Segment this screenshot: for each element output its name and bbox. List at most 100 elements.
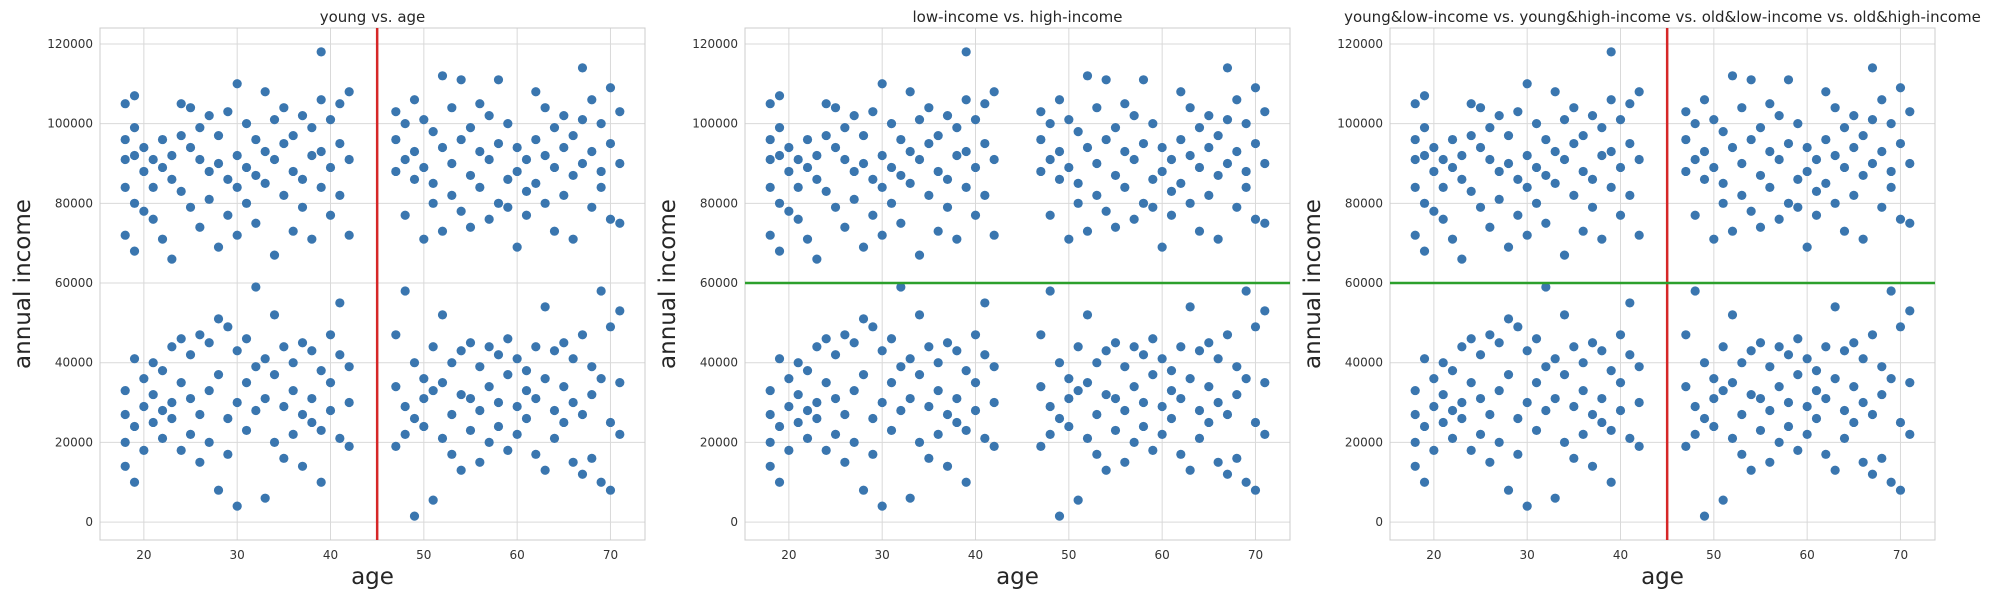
scatter-point	[1746, 346, 1756, 356]
scatter-point	[1867, 115, 1878, 125]
scatter-point	[1681, 441, 1691, 451]
scatter-point	[204, 194, 214, 204]
scatter-point	[1176, 449, 1186, 459]
scatter-point	[886, 119, 897, 129]
scatter-point	[1494, 437, 1504, 447]
scatter-point	[793, 182, 803, 192]
scatter-point	[428, 495, 438, 505]
scatter-point	[549, 346, 560, 356]
scatter-point	[129, 123, 140, 133]
scatter-point	[1606, 95, 1616, 105]
scatter-point	[437, 226, 448, 236]
scatter-point	[419, 421, 429, 432]
scatter-point	[1410, 182, 1420, 192]
scatter-point	[307, 150, 317, 161]
scatter-point	[1550, 393, 1560, 404]
scatter-point	[120, 409, 130, 420]
scatter-point	[961, 182, 971, 192]
scatter-point	[1531, 162, 1542, 173]
scatter-point	[1895, 417, 1906, 428]
scatter-point	[1148, 445, 1158, 455]
scatter-point	[1625, 99, 1635, 109]
scatter-point	[419, 374, 429, 384]
scatter-point	[279, 342, 289, 352]
scatter-point	[1587, 409, 1598, 420]
scatter-point	[605, 83, 616, 93]
scatter-point	[1466, 445, 1476, 455]
scatter-point	[1905, 378, 1915, 388]
scatter-point	[961, 47, 971, 57]
scatter-point	[1709, 374, 1719, 384]
scatter-point	[961, 95, 971, 105]
plot-frame	[99, 27, 646, 541]
scatter-point	[952, 346, 962, 356]
scatter-point	[1419, 246, 1430, 256]
scatter-point	[1494, 111, 1504, 121]
scatter-point	[1447, 162, 1458, 173]
scatter-point	[1578, 130, 1588, 141]
scatter-point	[503, 119, 513, 129]
scatter-point	[484, 214, 494, 224]
scatter-point	[1475, 350, 1486, 360]
scatter-point	[1718, 342, 1728, 352]
scatter-point	[1886, 374, 1896, 384]
scatter-point	[1064, 393, 1074, 404]
x-tick-label: 70	[1248, 548, 1263, 562]
scatter-point	[1634, 230, 1644, 240]
scatter-point	[605, 485, 616, 495]
y-tick-label: 80000	[700, 196, 738, 210]
scatter-point	[456, 206, 466, 216]
scatter-point	[1615, 378, 1626, 388]
scatter-point	[1625, 190, 1635, 200]
scatter-point	[980, 350, 990, 360]
scatter-point	[1054, 511, 1065, 521]
scatter-point	[120, 230, 130, 240]
scatter-point	[316, 425, 326, 436]
scatter-point	[428, 198, 438, 208]
scatter-point	[1503, 314, 1514, 324]
scatter-point	[475, 457, 485, 467]
scatter-point	[1774, 437, 1784, 447]
scatter-point	[1541, 134, 1551, 145]
scatter-point	[1241, 477, 1251, 487]
scatter-point	[952, 417, 962, 428]
scatter-point	[1503, 158, 1514, 169]
scatter-point	[391, 107, 401, 117]
scatter-point	[1802, 401, 1812, 412]
scatter-point	[1260, 306, 1270, 316]
scatter-point	[512, 401, 522, 412]
scatter-point	[409, 413, 420, 424]
scatter-point	[1222, 63, 1233, 73]
scatter-point	[1559, 437, 1570, 447]
scatter-point	[1541, 282, 1551, 292]
scatter-point	[1036, 134, 1046, 145]
scatter-point	[1213, 130, 1223, 141]
y-tick-label: 20000	[700, 435, 738, 449]
scatter-point	[1690, 210, 1700, 220]
scatter-point	[307, 417, 317, 428]
scatter-point	[970, 162, 981, 173]
scatter-point	[456, 389, 466, 400]
scatter-point	[1129, 111, 1139, 121]
scatter-point	[447, 409, 457, 420]
scatter-point	[1204, 190, 1214, 200]
scatter-point	[1578, 385, 1588, 396]
scatter-point	[316, 47, 326, 57]
scatter-point	[195, 123, 205, 133]
y-tick-label: 80000	[55, 196, 93, 210]
scatter-point	[1120, 146, 1130, 157]
scatter-point	[475, 405, 485, 416]
scatter-point	[933, 226, 943, 236]
scatter-point	[933, 166, 943, 177]
scatter-point	[1194, 123, 1205, 133]
scatter-point	[251, 362, 261, 372]
scatter-point	[400, 429, 410, 440]
scatter-point	[1250, 417, 1261, 428]
scatter-point	[1073, 178, 1083, 188]
scatter-point	[868, 449, 878, 459]
x-tick-label: 20	[781, 548, 796, 562]
scatter-point	[942, 338, 953, 348]
scatter-point	[793, 417, 803, 428]
scatter-point	[1419, 477, 1430, 487]
scatter-point	[1110, 170, 1121, 181]
